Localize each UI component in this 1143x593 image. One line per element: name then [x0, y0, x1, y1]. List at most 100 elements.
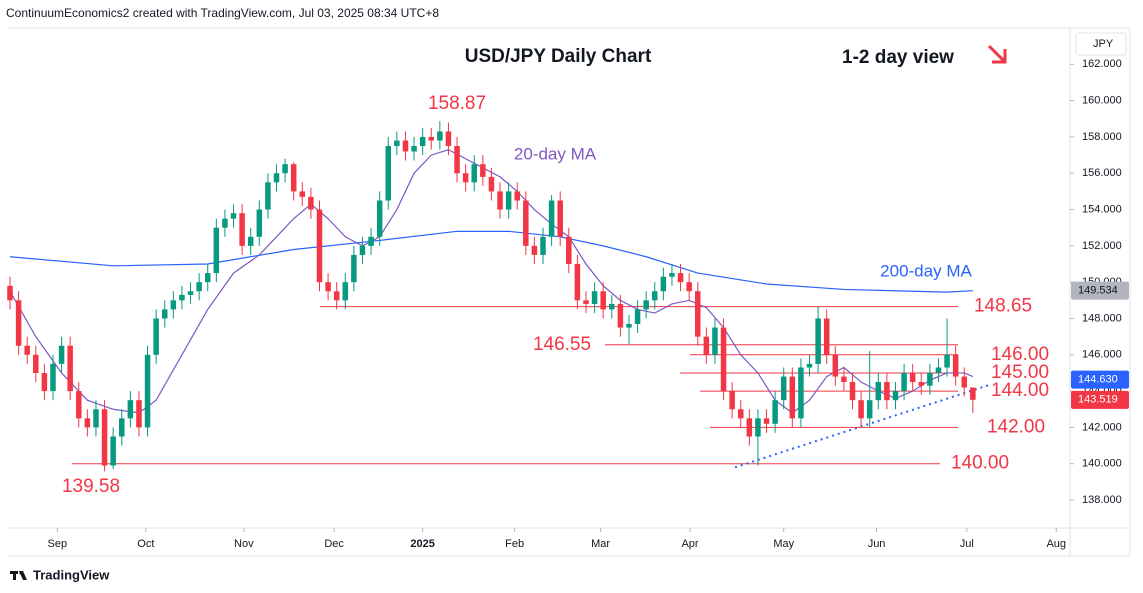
- candle-body: [540, 236, 546, 255]
- level-label: 145.00: [991, 362, 1049, 383]
- candle-body: [677, 273, 684, 283]
- y-tick-label: 156.000: [1082, 167, 1122, 179]
- candle-body: [806, 363, 813, 368]
- candle-body: [909, 372, 916, 383]
- candle-body: [76, 391, 82, 419]
- x-tick-label: Mar: [591, 538, 610, 550]
- candle-body: [686, 282, 692, 292]
- candle-body: [93, 409, 99, 428]
- candle-body: [480, 164, 486, 177]
- ma20-annotation: 20-day MA: [514, 144, 597, 163]
- candle-body: [832, 354, 839, 377]
- down-arrow: [987, 44, 1007, 64]
- candle-body: [437, 131, 443, 141]
- candle-body: [256, 209, 263, 237]
- candle-body: [161, 309, 168, 319]
- level-label: 142.00: [987, 416, 1045, 437]
- candle-body: [531, 245, 538, 255]
- candle-body: [497, 191, 503, 210]
- y-axis-label: JPY: [1093, 38, 1114, 50]
- candle-body: [299, 191, 306, 197]
- y-tick-label: 148.000: [1082, 312, 1122, 324]
- y-tick-label: 140.000: [1082, 458, 1122, 470]
- candle-body: [308, 196, 314, 210]
- candle-body: [41, 372, 48, 392]
- candle-body: [798, 367, 804, 419]
- candle-body: [110, 436, 116, 466]
- candle-body: [737, 409, 744, 419]
- price-label: 149.534: [1078, 285, 1118, 297]
- price-label-box: [1071, 370, 1129, 389]
- trend-line: [734, 383, 991, 469]
- y-tick-label: 162.000: [1082, 58, 1122, 70]
- currency-box[interactable]: [1075, 32, 1127, 56]
- candle-body: [669, 273, 675, 277]
- ma200-annotation: 200-day MA: [880, 261, 972, 280]
- x-tick-label: Apr: [681, 538, 698, 550]
- candle-body: [548, 200, 555, 237]
- candle-body: [849, 382, 856, 401]
- candle-body: [239, 213, 245, 246]
- x-tick-label: 2025: [410, 538, 434, 550]
- candle-body: [179, 294, 185, 301]
- candle-body: [119, 418, 125, 437]
- candle-body: [282, 164, 288, 174]
- moving-average: [9, 148, 974, 414]
- y-tick-label: 154.000: [1082, 203, 1122, 215]
- candle-body: [772, 400, 778, 424]
- candle-body: [944, 354, 950, 368]
- candle-body: [428, 136, 434, 141]
- candle-body: [961, 376, 968, 388]
- candle-body: [368, 236, 374, 246]
- price-label: 144.630: [1078, 374, 1118, 386]
- candle-body: [33, 354, 39, 373]
- candle-body: [67, 345, 73, 392]
- level-label: 146.00: [991, 344, 1049, 365]
- y-tick-label: 138.000: [1082, 494, 1122, 506]
- candle-body: [58, 345, 65, 364]
- price-label-box: [1071, 281, 1129, 300]
- level-label: 144.00: [991, 380, 1049, 401]
- candle-body: [591, 291, 598, 304]
- candle-body: [600, 291, 606, 310]
- candle-body: [557, 200, 563, 237]
- candle-body: [471, 164, 477, 183]
- candle-body: [196, 282, 202, 292]
- candle-body: [660, 276, 667, 292]
- candle-body: [815, 318, 821, 364]
- candle-body: [376, 200, 383, 237]
- candle-body: [342, 282, 349, 301]
- candle-body: [290, 164, 297, 192]
- x-tick-label: Dec: [324, 538, 344, 550]
- candle-body: [273, 173, 280, 183]
- candle-body: [351, 254, 357, 283]
- candle-body: [222, 218, 228, 228]
- candle-body: [411, 146, 417, 152]
- candle-body: [609, 303, 615, 310]
- candle-body: [101, 409, 108, 466]
- candle-body: [385, 146, 392, 201]
- y-tick-label: 146.000: [1082, 349, 1122, 361]
- low-annotation: 139.58: [62, 476, 120, 497]
- level-label: 146.55: [533, 334, 591, 355]
- candle-body: [402, 140, 409, 152]
- candle-body: [136, 400, 142, 428]
- candle-body: [153, 318, 159, 355]
- candle-body: [7, 285, 13, 301]
- candle-body: [566, 236, 572, 265]
- candle-body: [127, 400, 134, 419]
- candle-body: [265, 182, 271, 210]
- candle-body: [144, 354, 151, 428]
- candle-body: [901, 372, 907, 392]
- price-label-box: [1071, 390, 1129, 409]
- candle-body: [823, 318, 830, 355]
- candle-body: [505, 191, 512, 210]
- candle-body: [866, 400, 873, 419]
- candle-body: [617, 303, 624, 328]
- candle-body: [952, 354, 959, 377]
- candle-body: [204, 273, 211, 283]
- candle-body: [445, 131, 452, 147]
- candle-body: [729, 391, 735, 410]
- tv-logo: [10, 571, 27, 580]
